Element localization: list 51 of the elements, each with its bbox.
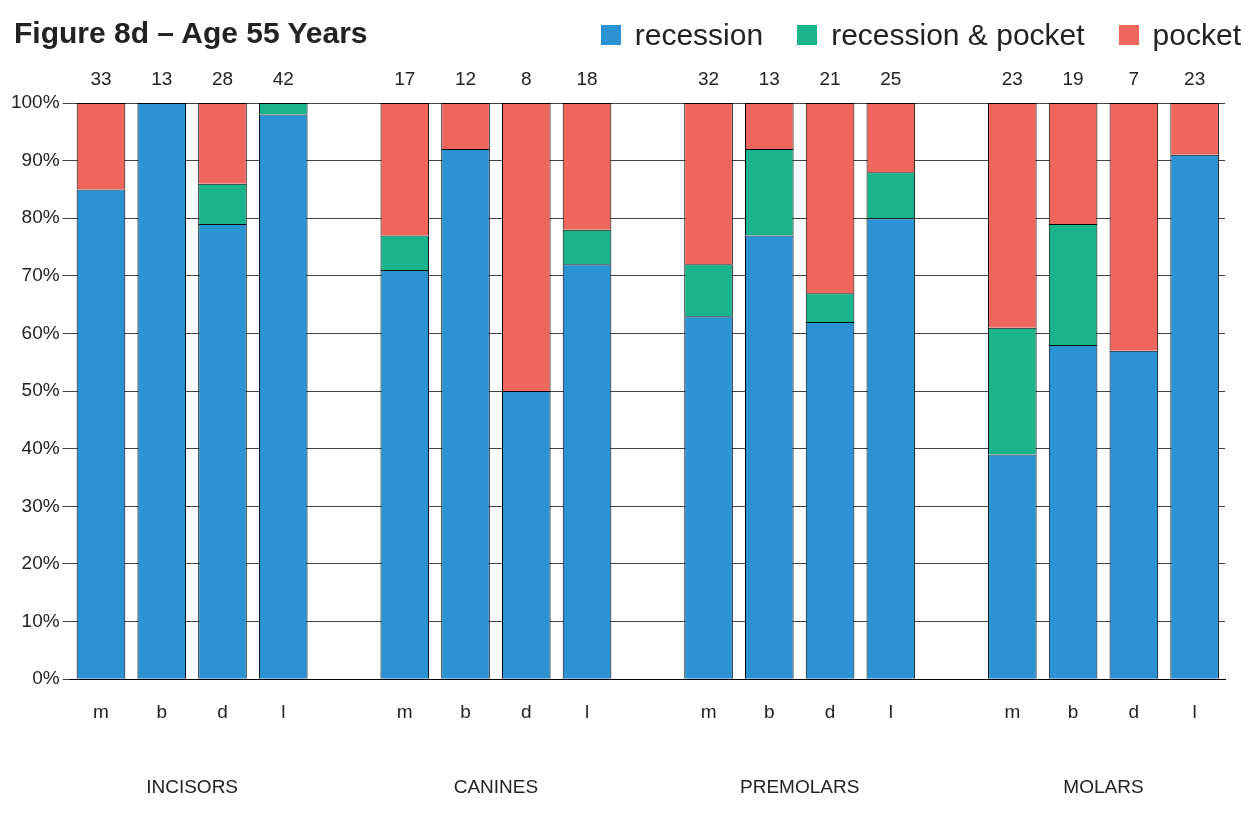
x-tick-label: b	[1067, 700, 1079, 722]
text: 28	[211, 67, 234, 89]
text: 23	[1184, 67, 1206, 89]
text: 32	[697, 67, 720, 89]
y-tick-label: 80%	[21, 206, 60, 228]
text: 21	[819, 67, 841, 89]
text: 13	[758, 67, 780, 89]
legend-label: recession	[634, 18, 764, 52]
x-tick-label: l	[584, 700, 590, 722]
text: MOLARS	[1063, 775, 1144, 797]
x-tick-label: m	[93, 700, 109, 722]
x-tick-label: d	[217, 700, 228, 722]
text: 33	[90, 67, 112, 89]
x-tick-label: m	[1004, 700, 1021, 722]
y-tick-label: 10%	[21, 609, 60, 631]
text: 19	[1062, 67, 1084, 89]
text: INCISORS	[146, 775, 239, 797]
y-tick-label: 100%	[10, 91, 60, 113]
x-tick-label: b	[460, 700, 471, 722]
y-tick-label: 0%	[32, 667, 60, 689]
x-tick-label: b	[764, 700, 775, 722]
y-tick-label: 70%	[21, 264, 60, 286]
y-tick-label: 40%	[21, 436, 60, 458]
legend-label: pocket	[1152, 18, 1241, 52]
x-tick-label: l	[1192, 700, 1197, 722]
x-tick-label: b	[156, 700, 168, 722]
text: PREMOLARS	[740, 775, 860, 797]
x-tick-label: l	[281, 700, 286, 722]
x-tick-label: m	[700, 700, 717, 722]
x-tick-label: l	[888, 700, 893, 722]
x-tick-label: d	[1128, 700, 1140, 722]
text: 23	[1001, 67, 1023, 89]
x-tick-label: m	[396, 700, 413, 722]
text: 18	[576, 67, 598, 89]
x-tick-label: d	[824, 700, 836, 722]
text: 25	[880, 67, 902, 89]
text: 12	[454, 67, 477, 89]
y-tick-label: 60%	[21, 321, 60, 343]
text: 7	[1128, 67, 1140, 89]
y-tick-label: 50%	[21, 379, 60, 401]
text: 13	[151, 67, 173, 89]
text: 42	[272, 67, 294, 89]
text: 8	[520, 67, 532, 89]
y-tick-label: 90%	[21, 148, 60, 170]
text: 17	[394, 67, 416, 89]
x-tick-label: d	[520, 700, 532, 722]
y-tick-label: 30%	[21, 494, 60, 516]
chart-title: Figure 8d – Age 55 Years	[14, 16, 368, 50]
text: CANINES	[453, 775, 539, 797]
legend-label: recession & pocket	[831, 18, 1085, 52]
y-tick-label: 20%	[21, 552, 60, 574]
